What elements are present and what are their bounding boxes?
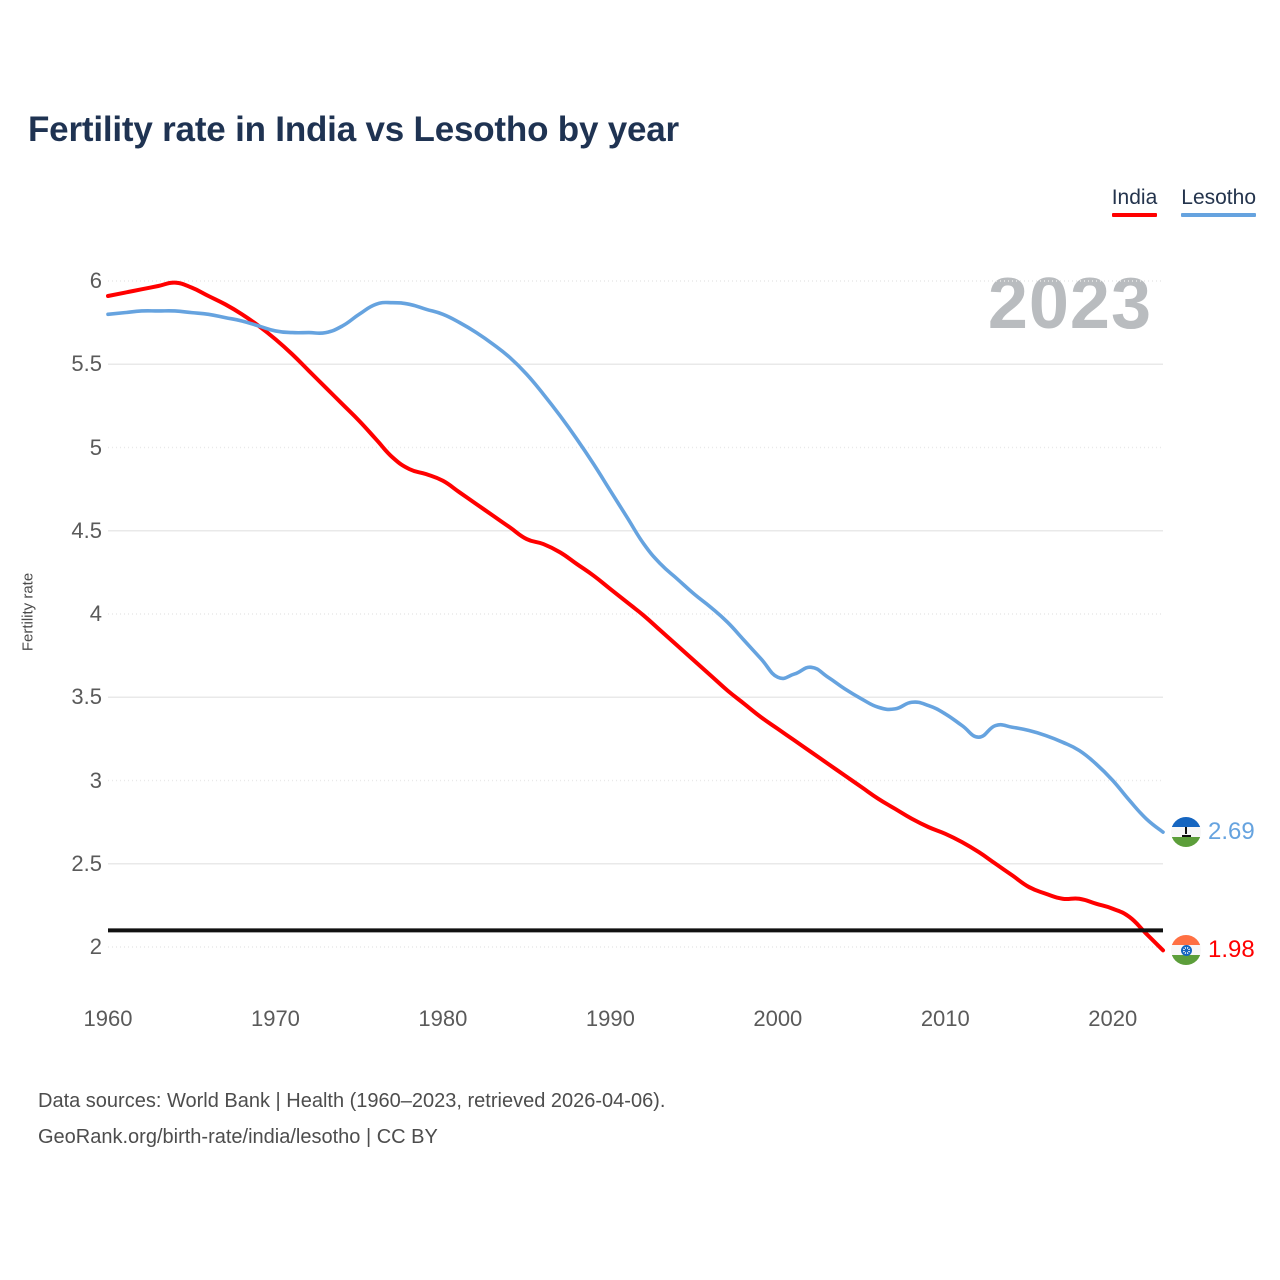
y-axis-tick-3: 3: [89, 767, 102, 793]
y-axis-tick-3.5: 3.5: [71, 684, 102, 710]
legend-color-swatch-lesotho: [1181, 213, 1256, 217]
x-axis-tick-2010: 2010: [920, 1006, 970, 1031]
india-flag-icon: [1171, 935, 1201, 966]
y-axis-tick-5: 5: [89, 434, 102, 460]
y-axis-tick-6: 6: [89, 268, 102, 293]
footer-line-georank: GeoRank.org/birth-rate/india/lesotho | C…: [38, 1126, 438, 1148]
end-label-india: 1.98: [1171, 935, 1255, 966]
y-axis-tick-2: 2: [89, 934, 102, 959]
footer-attribution: Data sources: World Bank | Health (1960–…: [38, 1083, 665, 1155]
end-value-india: 1.98: [1208, 936, 1255, 964]
legend-item-india[interactable]: India: [1111, 186, 1158, 217]
ashoka-chakra-icon: [1180, 944, 1192, 956]
x-axis-tick-1990: 1990: [585, 1006, 635, 1031]
legend-label-india: India: [1111, 186, 1158, 209]
x-axis-tick-2000: 2000: [753, 1006, 803, 1031]
x-axis-tick-1970: 1970: [250, 1006, 300, 1031]
y-axis-tick-5.5: 5.5: [71, 351, 102, 377]
y-axis-tick-2.5: 2.5: [71, 850, 102, 876]
x-axis-tick-1980: 1980: [418, 1006, 468, 1031]
footer-line-data-sources: Data sources: World Bank | Health (1960–…: [38, 1090, 666, 1112]
chart-legend: India Lesotho: [1111, 186, 1256, 217]
year-watermark: 2023: [987, 264, 1152, 344]
page-title: Fertility rate in India vs Lesotho by ye…: [28, 110, 679, 149]
legend-color-swatch-india: [1111, 213, 1158, 217]
x-axis-tick-2020: 2020: [1088, 1006, 1138, 1031]
legend-item-lesotho[interactable]: Lesotho: [1181, 186, 1256, 217]
x-axis-tick-1960: 1960: [83, 1006, 133, 1031]
lesotho-flag-icon: [1171, 817, 1201, 848]
end-label-lesotho: 2.69: [1171, 817, 1255, 848]
end-value-lesotho: 2.69: [1208, 818, 1255, 846]
y-axis-tick-4: 4: [89, 601, 102, 626]
y-axis-tick-4.5: 4.5: [71, 517, 102, 543]
legend-label-lesotho: Lesotho: [1181, 186, 1256, 209]
